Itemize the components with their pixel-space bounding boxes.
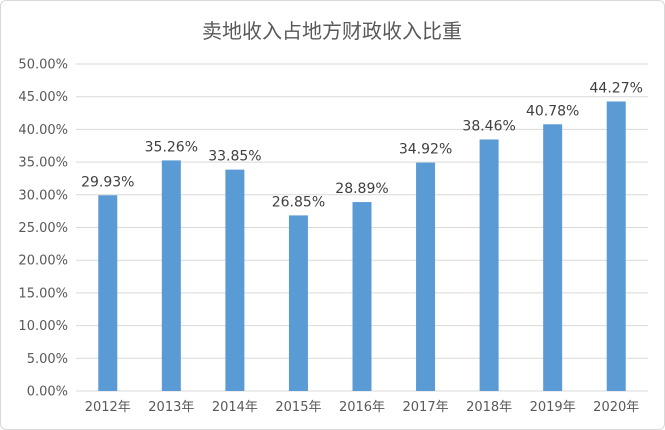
data-label: 38.46%: [462, 118, 515, 134]
x-tick-label: 2020年: [593, 400, 639, 415]
x-tick-label: 2018年: [466, 400, 512, 415]
x-tick-label: 2015年: [275, 400, 321, 415]
y-tick-label: 15.00%: [18, 286, 68, 301]
data-label: 33.85%: [208, 149, 261, 165]
data-labels: 29.93% 35.26% 33.85% 26.85% 28.89% 34.92% 38.4…: [81, 80, 643, 210]
data-label: 35.26%: [145, 139, 198, 155]
bar: [543, 124, 563, 391]
bars: [98, 101, 626, 392]
x-axis-tick-labels: 2012年 2013年 2014年 2015年 2016年 2017年 2018年 2019年…: [85, 400, 640, 415]
y-tick-label: 40.00%: [18, 123, 68, 138]
data-label: 40.78%: [526, 103, 579, 119]
y-tick-label: 30.00%: [18, 188, 68, 203]
y-tick-label: 5.00%: [27, 352, 68, 367]
x-tick-label: 2012年: [85, 400, 131, 415]
data-label: 28.89%: [335, 181, 388, 197]
bar: [288, 215, 308, 391]
x-tick-label: 2014年: [212, 400, 258, 415]
y-tick-label: 10.00%: [18, 319, 68, 334]
x-tick-label: 2017年: [403, 400, 449, 415]
bar: [98, 195, 118, 391]
bar: [161, 160, 181, 391]
bar: [606, 101, 626, 392]
bar: [416, 162, 436, 391]
x-tick-label: 2016年: [339, 400, 385, 415]
data-label: 26.85%: [272, 194, 325, 210]
y-tick-label: 25.00%: [18, 221, 68, 236]
x-tick-label: 2013年: [148, 400, 194, 415]
y-tick-label: 0.00%: [27, 385, 68, 400]
bar: [479, 139, 499, 391]
data-label: 34.92%: [399, 142, 452, 158]
y-tick-label: 35.00%: [18, 156, 68, 171]
data-label: 44.27%: [590, 80, 643, 96]
chart-title: 卖地收入占地方财政收入比重: [202, 19, 462, 43]
bar: [352, 202, 372, 391]
y-tick-label: 20.00%: [18, 254, 68, 269]
y-tick-label: 45.00%: [18, 90, 68, 105]
x-tick-label: 2019年: [530, 400, 576, 415]
bar: [225, 169, 245, 391]
y-tick-label: 50.00%: [18, 58, 68, 73]
data-label: 29.93%: [81, 174, 134, 190]
y-axis-tick-labels: 0.00% 5.00% 10.00% 15.00% 20.00% 25.00% 30.00%…: [18, 58, 68, 400]
